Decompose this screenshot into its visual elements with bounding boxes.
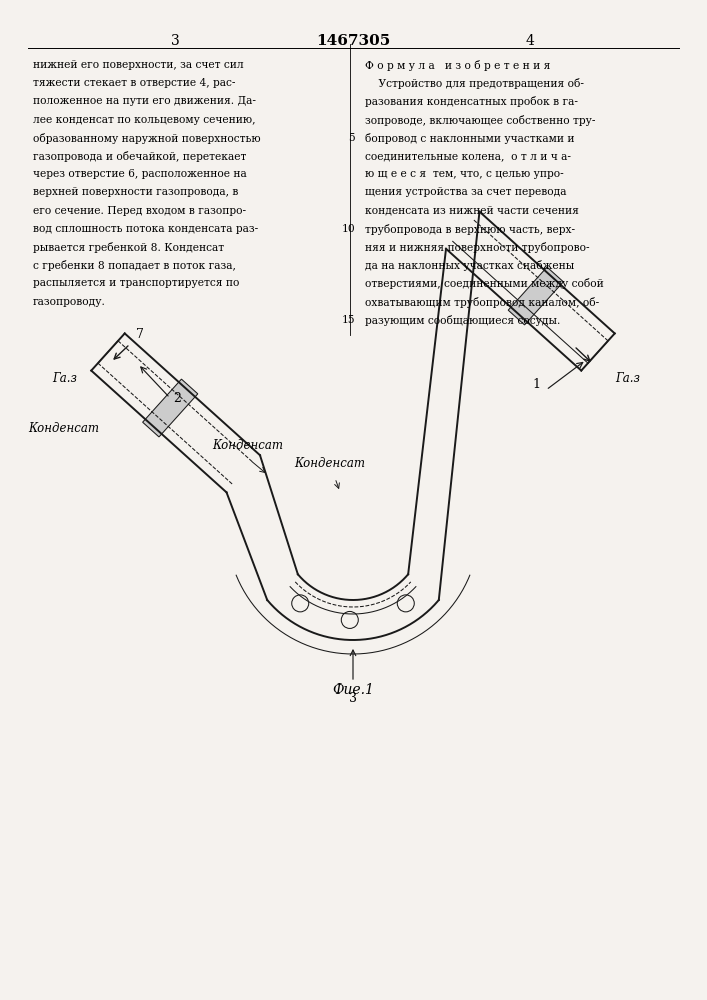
Text: Конденсат: Конденсат (213, 439, 284, 452)
Text: нижней его поверхности, за счет сил: нижней его поверхности, за счет сил (33, 60, 244, 70)
Text: трубопровода в верхнюю часть, верх-: трубопровода в верхнюю часть, верх- (365, 224, 575, 235)
Text: разующим сообщающиеся сосуды.: разующим сообщающиеся сосуды. (365, 315, 561, 326)
Text: лее конденсат по кольцевому сечению,: лее конденсат по кольцевому сечению, (33, 115, 255, 125)
Text: бопровод с наклонными участками и: бопровод с наклонными участками и (365, 133, 575, 144)
Text: конденсата из нижней части сечения: конденсата из нижней части сечения (365, 206, 579, 216)
Text: охватывающим трубопровод каналом, об-: охватывающим трубопровод каналом, об- (365, 297, 600, 308)
Text: отверстиями, соединенными между собой: отверстиями, соединенными между собой (365, 278, 604, 289)
Text: 5: 5 (349, 133, 355, 143)
Text: верхней поверхности газопровода, в: верхней поверхности газопровода, в (33, 187, 238, 197)
Text: 2: 2 (173, 391, 181, 404)
Polygon shape (143, 379, 198, 437)
Text: Фие.1: Фие.1 (332, 683, 374, 697)
Text: няя и нижняя поверхности трубопрово-: няя и нижняя поверхности трубопрово- (365, 242, 590, 253)
Text: вод сплошность потока конденсата раз-: вод сплошность потока конденсата раз- (33, 224, 258, 234)
Text: распыляется и транспортируется по: распыляется и транспортируется по (33, 278, 240, 288)
Text: его сечение. Перед входом в газопро-: его сечение. Перед входом в газопро- (33, 206, 246, 216)
Text: Га.з: Га.з (52, 371, 77, 384)
Text: ю щ е е с я  тем, что, с целью упро-: ю щ е е с я тем, что, с целью упро- (365, 169, 563, 179)
Text: разования конденсатных пробок в га-: разования конденсатных пробок в га- (365, 96, 578, 107)
Text: положенное на пути его движения. Да-: положенное на пути его движения. Да- (33, 96, 256, 106)
Text: соединительные колена,  о т л и ч а-: соединительные колена, о т л и ч а- (365, 151, 571, 161)
Text: щения устройства за счет перевода: щения устройства за счет перевода (365, 187, 566, 197)
Text: зопроводе, включающее собственно тру-: зопроводе, включающее собственно тру- (365, 115, 595, 126)
Text: с гребенки 8 попадает в поток газа,: с гребенки 8 попадает в поток газа, (33, 260, 236, 271)
Text: да на наклонных участках снабжены: да на наклонных участках снабжены (365, 260, 574, 271)
Text: 4: 4 (525, 34, 534, 48)
Text: Устройство для предотвращения об-: Устройство для предотвращения об- (365, 78, 584, 89)
Text: тяжести стекает в отверстие 4, рас-: тяжести стекает в отверстие 4, рас- (33, 78, 235, 88)
Text: 10: 10 (341, 224, 355, 234)
Text: 1467305: 1467305 (316, 34, 390, 48)
Text: образованному наружной поверхностью: образованному наружной поверхностью (33, 133, 261, 144)
Text: 7: 7 (136, 328, 144, 340)
Text: Га.з: Га.з (615, 371, 640, 384)
Text: Конденсат: Конденсат (295, 457, 366, 470)
Text: Конденсат: Конденсат (28, 422, 99, 434)
Text: газопровода и обечайкой, перетекает: газопровода и обечайкой, перетекает (33, 151, 246, 162)
Text: через отверстие 6, расположенное на: через отверстие 6, расположенное на (33, 169, 247, 179)
Text: 15: 15 (341, 315, 355, 325)
Text: 3: 3 (349, 692, 357, 705)
Text: Ф о р м у л а   и з о б р е т е н и я: Ф о р м у л а и з о б р е т е н и я (365, 60, 550, 71)
Text: 1: 1 (532, 377, 540, 390)
Text: 3: 3 (170, 34, 180, 48)
Polygon shape (508, 267, 563, 325)
Text: рывается гребенкой 8. Конденсат: рывается гребенкой 8. Конденсат (33, 242, 224, 253)
Text: газопроводу.: газопроводу. (33, 297, 106, 307)
